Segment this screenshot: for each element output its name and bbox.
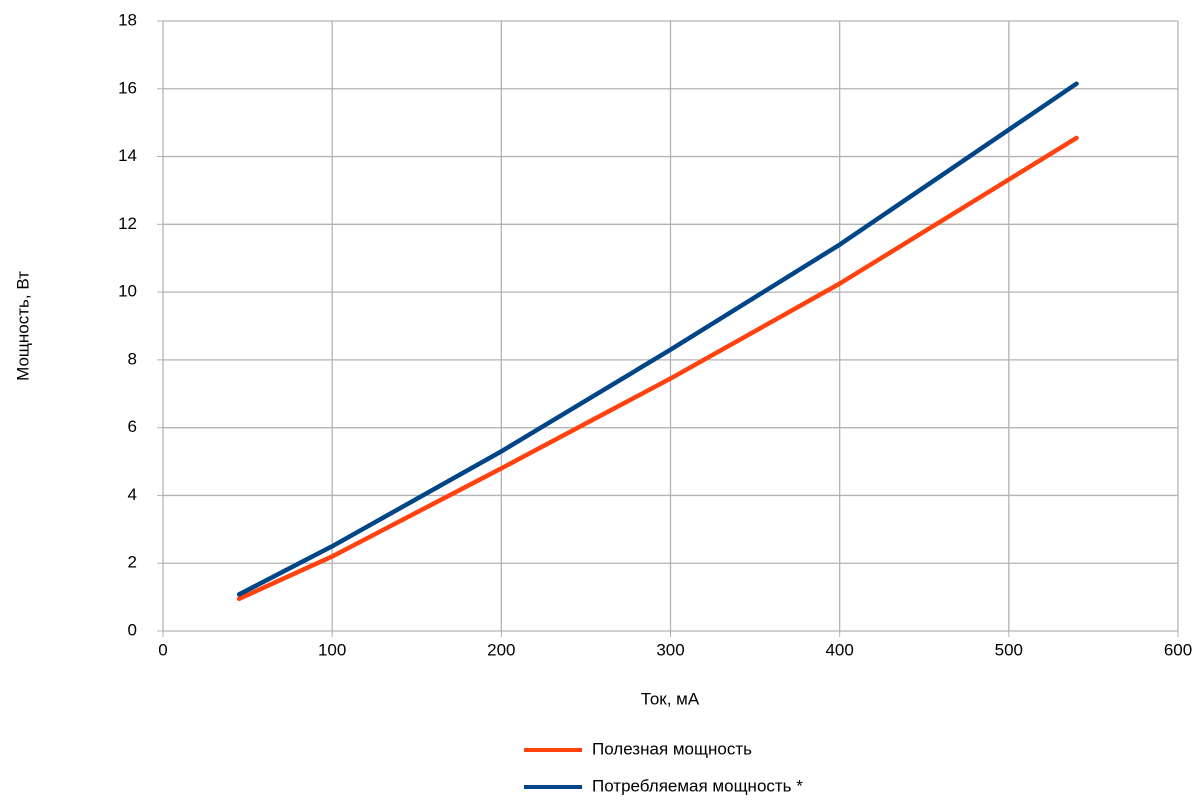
x-axis-label: Ток, мА xyxy=(641,689,700,708)
y-tick-label: 14 xyxy=(118,146,137,165)
x-tick-label: 200 xyxy=(487,640,515,659)
y-axis-label: Мощность, Вт xyxy=(13,271,32,381)
legend-label: Полезная мощность xyxy=(592,739,752,758)
y-tick-label: 4 xyxy=(128,485,137,504)
series-line xyxy=(236,81,1079,597)
y-tick-label: 0 xyxy=(128,620,137,639)
x-tick-label: 100 xyxy=(318,640,346,659)
y-tick-label: 16 xyxy=(118,78,137,97)
y-tick-label: 2 xyxy=(128,553,137,572)
legend-label: Потребляемая мощность * xyxy=(592,776,803,795)
y-tick-label: 18 xyxy=(118,10,137,29)
y-tick-label: 8 xyxy=(128,349,137,368)
x-tick-label: 300 xyxy=(656,640,684,659)
x-tick-label: 400 xyxy=(825,640,853,659)
y-tick-label: 12 xyxy=(118,214,137,233)
x-tick-label: 600 xyxy=(1164,640,1192,659)
y-tick-label: 10 xyxy=(118,282,137,301)
x-tick-label: 500 xyxy=(995,640,1023,659)
y-tick-label: 6 xyxy=(128,417,137,436)
series-line xyxy=(236,135,1079,602)
x-tick-label: 0 xyxy=(158,640,167,659)
